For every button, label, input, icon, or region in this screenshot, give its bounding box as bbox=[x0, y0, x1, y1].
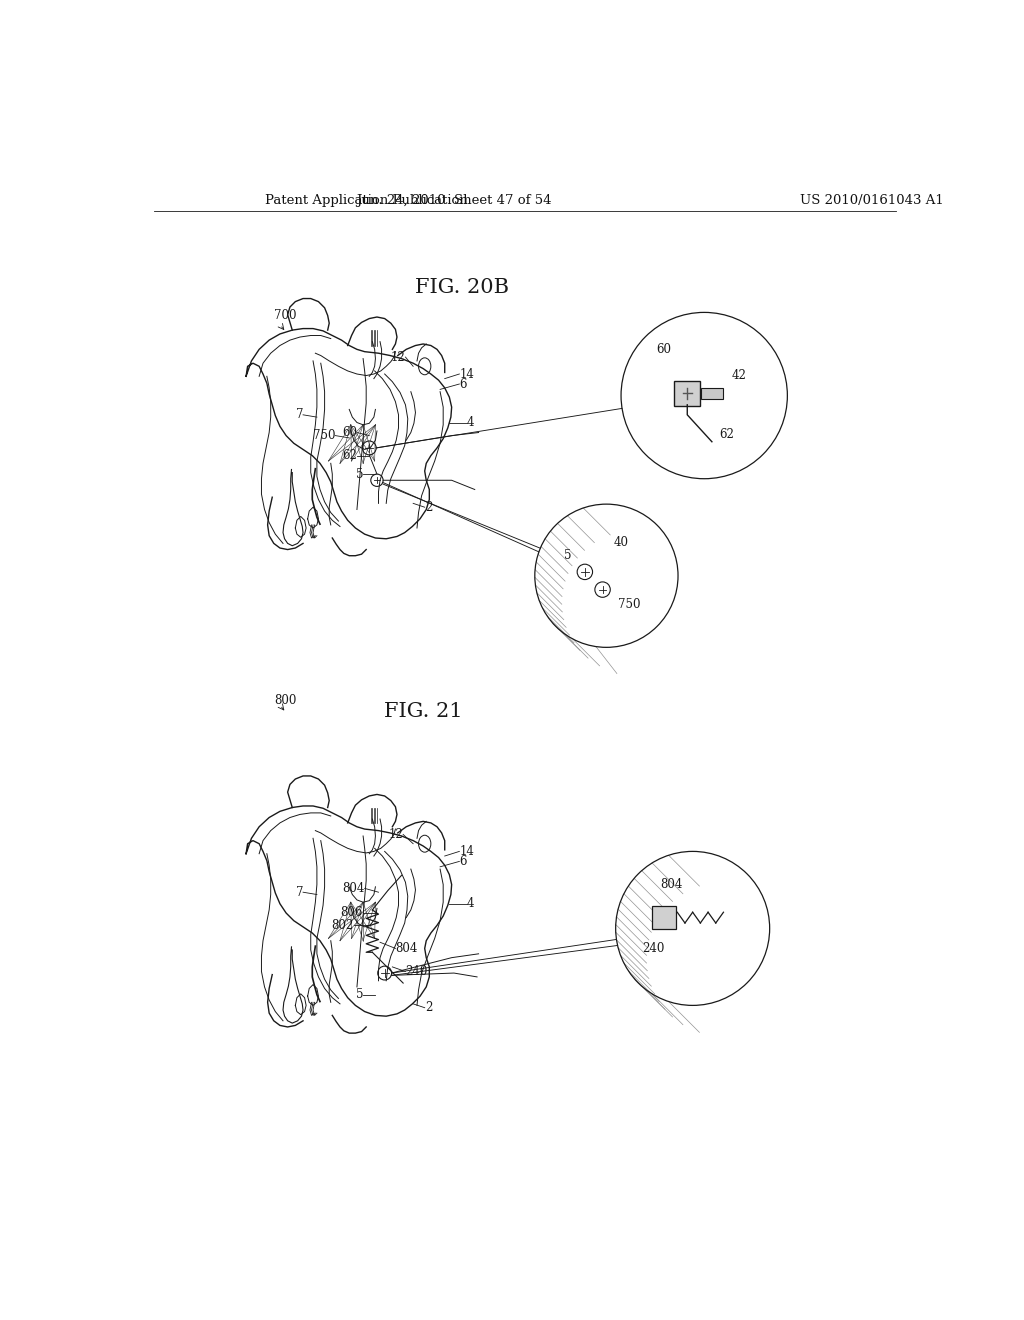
Text: 7: 7 bbox=[296, 408, 303, 421]
Text: 804: 804 bbox=[395, 942, 418, 954]
Text: Jun. 24, 2010  Sheet 47 of 54: Jun. 24, 2010 Sheet 47 of 54 bbox=[356, 194, 552, 207]
Text: 7: 7 bbox=[296, 886, 303, 899]
Text: 14: 14 bbox=[460, 845, 474, 858]
Text: 12: 12 bbox=[391, 351, 406, 363]
Text: 62: 62 bbox=[342, 449, 357, 462]
Text: FIG. 21: FIG. 21 bbox=[384, 702, 463, 721]
Text: 804: 804 bbox=[660, 878, 683, 891]
Text: 6: 6 bbox=[460, 855, 467, 869]
Text: 804: 804 bbox=[342, 882, 365, 895]
Text: 6: 6 bbox=[460, 378, 467, 391]
Text: 750: 750 bbox=[313, 429, 336, 442]
Text: 2: 2 bbox=[425, 500, 432, 513]
Text: 240: 240 bbox=[406, 965, 428, 978]
Text: 240: 240 bbox=[643, 941, 665, 954]
Text: 750: 750 bbox=[617, 598, 640, 611]
Text: 40: 40 bbox=[614, 536, 629, 549]
Text: 5: 5 bbox=[355, 989, 364, 1001]
Text: Patent Application Publication: Patent Application Publication bbox=[265, 194, 468, 207]
Text: 700: 700 bbox=[273, 309, 296, 322]
Text: 14: 14 bbox=[460, 367, 474, 380]
Text: 60: 60 bbox=[342, 426, 357, 440]
FancyBboxPatch shape bbox=[674, 381, 700, 405]
Text: 800: 800 bbox=[273, 693, 296, 706]
Text: 62: 62 bbox=[720, 428, 734, 441]
Text: 2: 2 bbox=[425, 1001, 432, 1014]
Text: 4: 4 bbox=[467, 898, 474, 911]
Text: 5: 5 bbox=[355, 467, 364, 480]
Text: 4: 4 bbox=[467, 416, 474, 429]
Text: FIG. 20B: FIG. 20B bbox=[415, 279, 509, 297]
Text: 12: 12 bbox=[388, 828, 403, 841]
Bar bbox=[701, 388, 723, 399]
Text: US 2010/0161043 A1: US 2010/0161043 A1 bbox=[801, 194, 944, 207]
Text: 802: 802 bbox=[332, 919, 354, 932]
FancyBboxPatch shape bbox=[652, 906, 677, 929]
Text: 42: 42 bbox=[731, 368, 746, 381]
Text: 5: 5 bbox=[564, 549, 571, 562]
Text: 60: 60 bbox=[656, 343, 672, 356]
Text: 806: 806 bbox=[341, 907, 364, 920]
